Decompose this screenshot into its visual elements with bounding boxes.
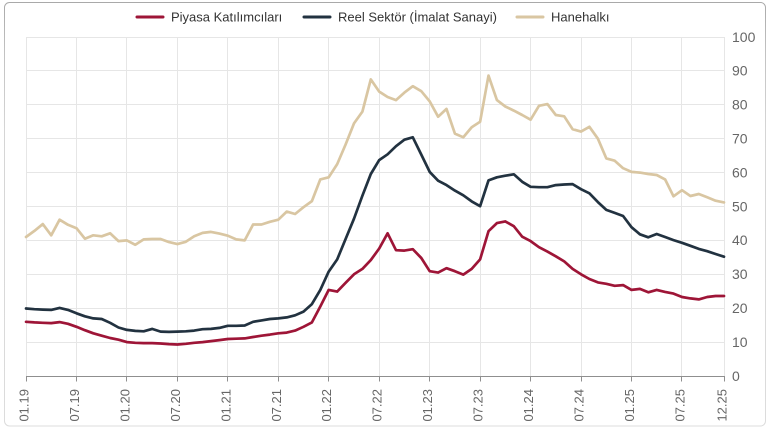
svg-text:07.24: 07.24 bbox=[572, 389, 587, 422]
svg-text:07.20: 07.20 bbox=[168, 389, 183, 422]
svg-text:0: 0 bbox=[732, 368, 740, 384]
svg-text:01.23: 01.23 bbox=[420, 389, 435, 422]
svg-text:Reel Sektör (İmalat Sanayi): Reel Sektör (İmalat Sanayi) bbox=[338, 10, 497, 25]
svg-text:20: 20 bbox=[732, 300, 748, 316]
svg-text:60: 60 bbox=[732, 164, 748, 180]
svg-text:30: 30 bbox=[732, 266, 748, 282]
svg-text:50: 50 bbox=[732, 198, 748, 214]
svg-text:07.25: 07.25 bbox=[673, 389, 688, 422]
svg-text:01.21: 01.21 bbox=[218, 389, 233, 422]
svg-text:07.22: 07.22 bbox=[370, 389, 385, 422]
svg-text:07.19: 07.19 bbox=[67, 389, 82, 422]
svg-text:Piyasa Katılımcıları: Piyasa Katılımcıları bbox=[171, 10, 282, 25]
svg-text:07.21: 07.21 bbox=[269, 389, 284, 422]
svg-text:01.22: 01.22 bbox=[319, 389, 334, 422]
svg-text:01.24: 01.24 bbox=[521, 389, 536, 422]
svg-text:100: 100 bbox=[732, 29, 756, 45]
svg-text:07.23: 07.23 bbox=[471, 389, 486, 422]
svg-text:01.19: 01.19 bbox=[17, 389, 32, 422]
svg-text:40: 40 bbox=[732, 232, 748, 248]
svg-text:01.25: 01.25 bbox=[622, 389, 637, 422]
svg-text:70: 70 bbox=[732, 131, 748, 147]
svg-text:12.25: 12.25 bbox=[715, 389, 730, 422]
svg-text:90: 90 bbox=[732, 63, 748, 79]
svg-text:80: 80 bbox=[732, 97, 748, 113]
svg-text:Hanehalkı: Hanehalkı bbox=[551, 10, 610, 25]
svg-text:01.20: 01.20 bbox=[117, 389, 132, 422]
svg-text:10: 10 bbox=[732, 334, 748, 350]
